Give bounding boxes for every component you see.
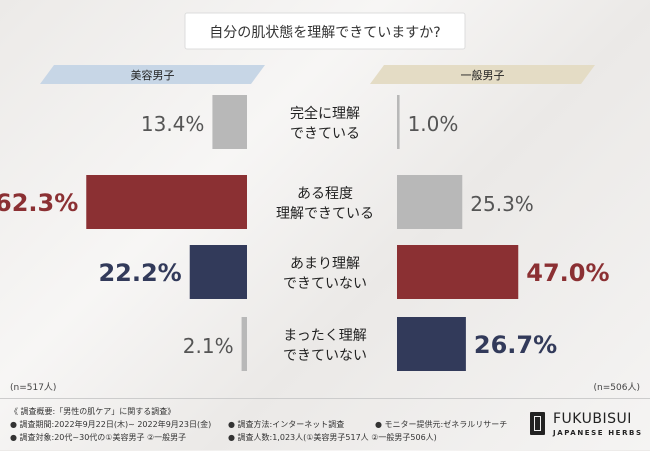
value-label-left: 2.1%	[183, 334, 234, 358]
legend-right-label: 一般男子	[461, 69, 505, 82]
bar-right	[397, 95, 400, 149]
value-label-right: 47.0%	[526, 259, 609, 287]
sample-note-right: (n=506人)	[594, 382, 640, 393]
value-label-right: 25.3%	[470, 192, 534, 216]
survey-period: ● 調査期間:2022年9月22日(木)~ 2022年9月23日(金)	[10, 420, 212, 429]
survey-summary: 《 調査概要:「男性の肌ケア」に関する調査》	[10, 407, 176, 416]
series-right: 1.0% 25.3% 47.0% 26.7%	[397, 95, 610, 371]
category-label: 理解できている	[276, 206, 374, 222]
value-label-left: 13.4%	[141, 112, 205, 136]
category-label: できている	[290, 126, 360, 142]
category-label: ある程度	[297, 186, 353, 202]
fukubisui-logo-icon	[530, 412, 545, 435]
category-labels: 完全に理解できているある程度理解できているあまり理解できていないまったく理解でき…	[276, 105, 374, 364]
value-label-right: 1.0%	[408, 112, 459, 136]
category-label: できていない	[283, 276, 367, 292]
legend-right-band	[370, 65, 595, 84]
value-label-left: 22.2%	[98, 259, 181, 287]
legend-left-band	[40, 65, 265, 84]
survey-target: ● 調査対象:20代~30代の①美容男子 ②一般男子	[10, 433, 187, 442]
chart-title-frame	[184, 12, 466, 50]
survey-footer: 《 調査概要:「男性の肌ケア」に関する調査》 ● 調査期間:2022年9月22日…	[0, 398, 650, 451]
bar-right	[397, 317, 466, 371]
brand-subtitle: JAPANESE HERBS	[553, 429, 643, 437]
legend-left-label: 美容男子	[131, 68, 175, 82]
bar-left	[86, 175, 248, 229]
bar-right	[397, 245, 519, 299]
series-left: 13.4% 62.3% 22.2% 2.1%	[0, 95, 248, 371]
sample-note-left: (n=517人)	[10, 382, 56, 393]
category-label: あまり理解	[290, 256, 360, 272]
bar-left	[189, 245, 247, 299]
survey-method: ● 調査方法:インターネット調査	[228, 420, 345, 429]
brand-name: FUKUBISUI	[553, 411, 632, 427]
chart-title-box: 自分の肌状態を理解できていますか?	[184, 12, 466, 50]
bar-left	[241, 317, 247, 371]
survey-provider: ● モニター提供元:ゼネラルリサーチ	[375, 420, 508, 429]
value-label-right: 26.7%	[474, 331, 557, 359]
chart-title: 自分の肌状態を理解できていますか?	[209, 25, 440, 41]
category-label: 完全に理解	[290, 105, 360, 122]
bar-right	[397, 175, 463, 229]
chart-canvas: 自分の肌状態を理解できていますか? 美容男子 一般男子 完全に理解できているある程…	[0, 12, 640, 393]
legend: 美容男子 一般男子	[40, 65, 595, 84]
category-label: まったく理解	[283, 328, 366, 344]
bar-left	[212, 95, 247, 149]
survey-count: ● 調査人数:1,023人(①美容男子517人 ②一般男子506人)	[228, 433, 437, 442]
value-label-left: 62.3%	[0, 189, 78, 217]
category-label: できていない	[283, 348, 367, 364]
